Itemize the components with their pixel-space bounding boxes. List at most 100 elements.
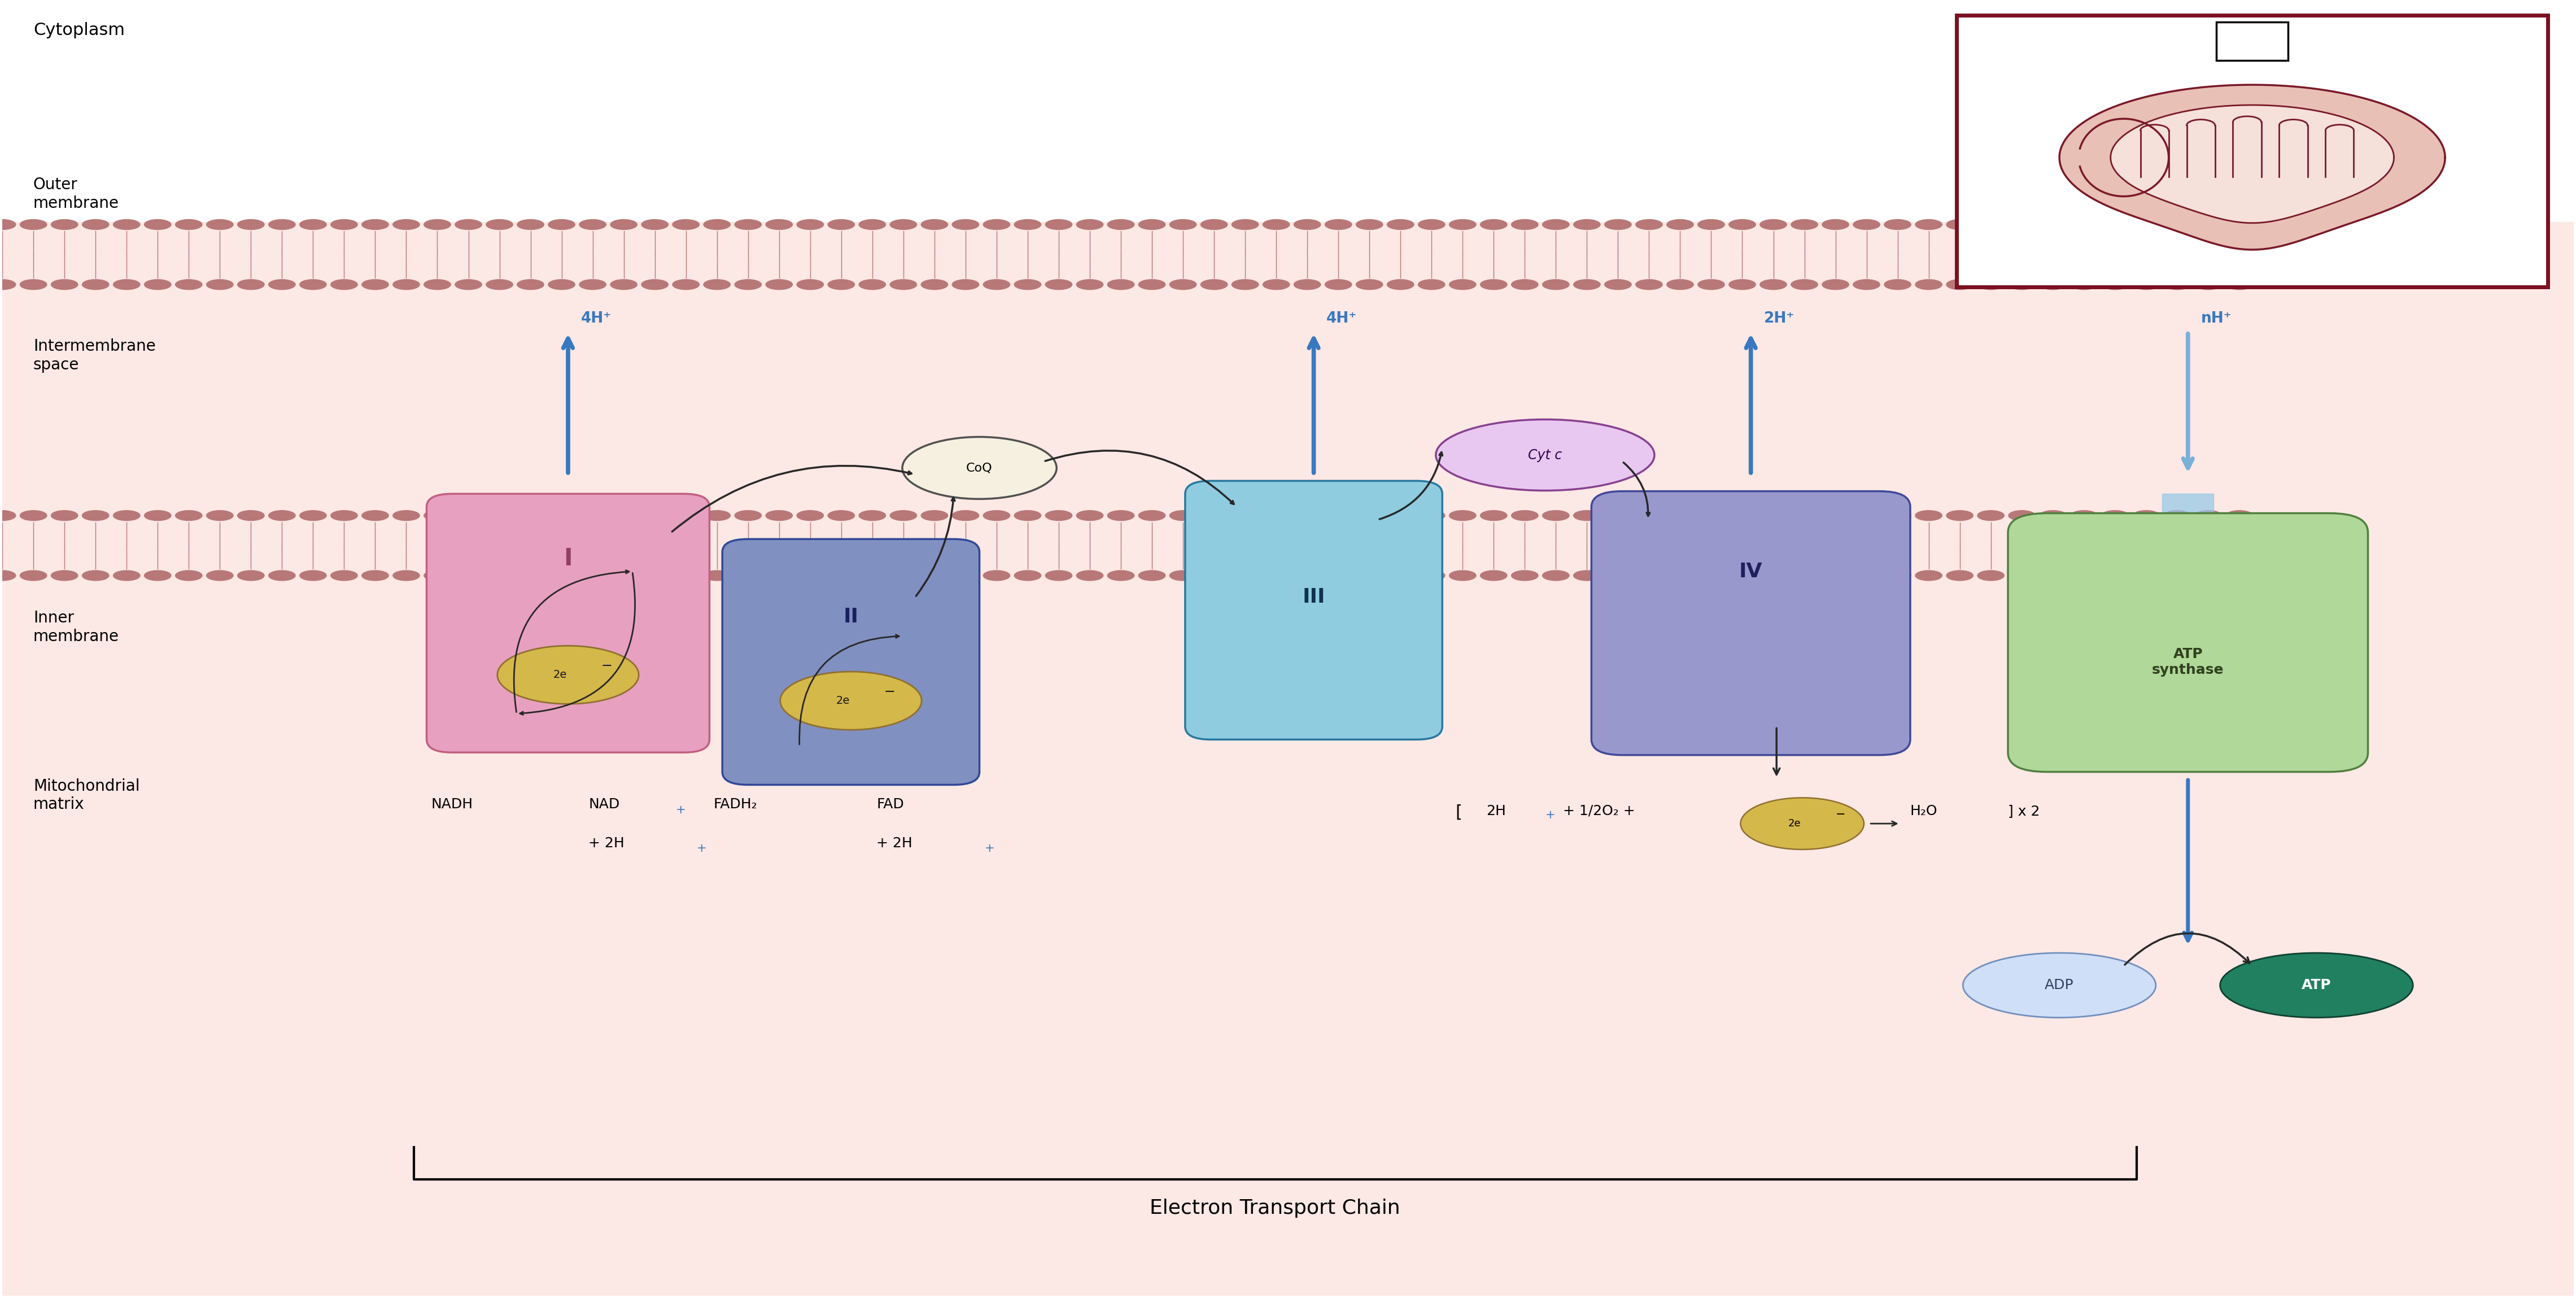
Ellipse shape [21, 571, 46, 580]
Text: III: III [1303, 588, 1324, 607]
Ellipse shape [1200, 279, 1226, 289]
Ellipse shape [394, 510, 420, 520]
Text: Inner
membrane: Inner membrane [33, 610, 118, 644]
Bar [549, 493, 587, 610]
Ellipse shape [1139, 219, 1164, 230]
Text: 2H⁺: 2H⁺ [1765, 312, 1795, 326]
Ellipse shape [703, 279, 732, 289]
Text: 2H: 2H [1486, 805, 1507, 818]
Ellipse shape [1046, 571, 1072, 580]
Ellipse shape [268, 279, 296, 289]
Ellipse shape [206, 219, 234, 230]
Ellipse shape [1947, 571, 1973, 580]
Ellipse shape [922, 571, 948, 580]
Ellipse shape [1978, 219, 2004, 230]
Text: ATP: ATP [2303, 979, 2331, 992]
Bar [1731, 493, 1770, 610]
Ellipse shape [1170, 510, 1195, 520]
Ellipse shape [1293, 571, 1321, 580]
Ellipse shape [394, 571, 420, 580]
Ellipse shape [765, 510, 793, 520]
Ellipse shape [1046, 279, 1072, 289]
Ellipse shape [268, 219, 296, 230]
Text: −: − [600, 659, 613, 672]
Ellipse shape [1947, 219, 1973, 230]
Bar [3, 3, 2573, 222]
Ellipse shape [1046, 219, 1072, 230]
Ellipse shape [1821, 219, 1850, 230]
Ellipse shape [984, 219, 1010, 230]
Ellipse shape [1698, 510, 1723, 520]
Ellipse shape [1947, 279, 1973, 289]
Ellipse shape [1324, 219, 1352, 230]
Ellipse shape [1200, 219, 1226, 230]
Bar [2215, 22, 2287, 61]
Ellipse shape [82, 219, 108, 230]
Ellipse shape [1450, 571, 1476, 580]
Ellipse shape [641, 510, 667, 520]
Ellipse shape [1728, 571, 1757, 580]
Ellipse shape [456, 571, 482, 580]
Ellipse shape [1728, 279, 1757, 289]
Ellipse shape [953, 219, 979, 230]
Ellipse shape [1481, 510, 1507, 520]
Ellipse shape [330, 510, 358, 520]
Ellipse shape [2164, 279, 2190, 289]
Ellipse shape [2221, 953, 2414, 1018]
Text: I: I [564, 546, 572, 570]
Ellipse shape [1759, 571, 1788, 580]
Text: 2e: 2e [554, 670, 567, 680]
Ellipse shape [1636, 219, 1662, 230]
Ellipse shape [206, 571, 234, 580]
Ellipse shape [734, 219, 762, 230]
Text: ] x 2: ] x 2 [2007, 805, 2040, 818]
Ellipse shape [1852, 510, 1880, 520]
Ellipse shape [1636, 571, 1662, 580]
Ellipse shape [361, 219, 389, 230]
Ellipse shape [1015, 571, 1041, 580]
Ellipse shape [1419, 219, 1445, 230]
Ellipse shape [113, 219, 139, 230]
Ellipse shape [2009, 571, 2035, 580]
Text: −: − [1837, 809, 1847, 820]
Ellipse shape [2195, 571, 2221, 580]
Ellipse shape [1231, 279, 1260, 289]
Ellipse shape [1917, 510, 1942, 520]
Ellipse shape [1170, 279, 1195, 289]
Ellipse shape [268, 510, 296, 520]
Ellipse shape [425, 510, 451, 520]
Ellipse shape [299, 219, 327, 230]
Ellipse shape [113, 510, 139, 520]
Ellipse shape [0, 219, 15, 230]
Ellipse shape [237, 510, 265, 520]
Ellipse shape [641, 219, 667, 230]
Ellipse shape [1419, 279, 1445, 289]
Ellipse shape [2009, 219, 2035, 230]
Text: Cytoplasm: Cytoplasm [33, 22, 124, 38]
Ellipse shape [984, 510, 1010, 520]
Ellipse shape [361, 571, 389, 580]
Ellipse shape [1355, 571, 1383, 580]
Ellipse shape [1852, 279, 1880, 289]
Ellipse shape [796, 219, 824, 230]
Bar [3, 222, 2573, 1295]
Ellipse shape [2071, 571, 2097, 580]
Ellipse shape [765, 219, 793, 230]
Text: 4H⁺: 4H⁺ [582, 312, 611, 326]
Ellipse shape [1543, 219, 1569, 230]
Ellipse shape [144, 510, 170, 520]
Bar [1958, 16, 2548, 287]
Ellipse shape [1790, 279, 1819, 289]
Text: [: [ [1455, 805, 1461, 820]
Ellipse shape [580, 571, 605, 580]
Ellipse shape [1978, 279, 2004, 289]
Ellipse shape [1108, 279, 1133, 289]
Bar [2161, 493, 2213, 610]
Ellipse shape [1698, 571, 1723, 580]
Ellipse shape [827, 571, 855, 580]
Ellipse shape [487, 279, 513, 289]
Ellipse shape [672, 219, 698, 230]
Ellipse shape [2071, 219, 2097, 230]
Ellipse shape [1419, 510, 1445, 520]
Ellipse shape [1231, 571, 1260, 580]
